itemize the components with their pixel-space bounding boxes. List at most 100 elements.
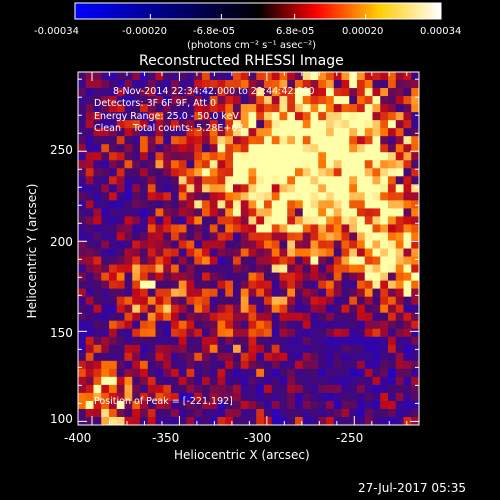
heatmap-cell xyxy=(85,136,95,145)
heatmap-cell xyxy=(388,384,397,394)
heatmap-cell xyxy=(388,408,397,418)
heatmap-cell xyxy=(295,264,304,274)
heatmap-cell xyxy=(318,376,327,386)
heatmap-cell xyxy=(209,192,219,201)
heatmap-cell xyxy=(271,344,281,354)
heatmap-cell xyxy=(364,224,374,234)
heatmap-cell xyxy=(233,320,242,330)
heatmap-cell xyxy=(310,416,319,425)
heatmap-cell xyxy=(271,152,281,161)
heatmap-cell xyxy=(411,328,419,338)
heatmap-cell xyxy=(333,320,343,330)
heatmap-cell xyxy=(140,352,149,362)
heatmap-cell xyxy=(116,112,126,121)
heatmap-cell xyxy=(372,416,381,425)
heatmap-cell xyxy=(341,384,350,394)
heatmap-cell xyxy=(109,160,118,169)
heatmap-cell xyxy=(240,368,250,378)
heatmap-cell xyxy=(256,160,265,169)
heatmap-cell xyxy=(233,208,242,218)
heatmap-cell xyxy=(271,136,281,145)
heatmap-cell xyxy=(85,160,95,169)
heatmap-cell xyxy=(388,376,397,386)
heatmap-cell xyxy=(147,72,157,81)
heatmap-cell xyxy=(264,104,273,113)
heatmap-cell xyxy=(163,184,172,193)
heatmap-cell xyxy=(264,312,273,322)
heatmap-cell xyxy=(194,248,203,258)
heatmap-cell xyxy=(109,112,118,121)
heatmap-cell xyxy=(140,216,149,226)
heatmap-cell xyxy=(248,192,257,201)
heatmap-cell xyxy=(357,264,366,274)
heatmap-cell xyxy=(147,360,157,370)
heatmap-cell xyxy=(302,216,312,226)
heatmap-cell xyxy=(217,264,226,274)
heatmap-cell xyxy=(116,264,126,274)
heatmap-cell xyxy=(85,376,95,386)
heatmap-cell xyxy=(194,272,203,282)
heatmap-cell xyxy=(186,376,195,386)
heatmap-cell xyxy=(132,104,141,113)
heatmap-cell xyxy=(341,200,350,209)
heatmap-cell xyxy=(364,80,374,89)
heatmap-cell xyxy=(403,296,412,306)
heatmap-cell xyxy=(202,152,211,161)
heatmap-cell xyxy=(217,96,226,105)
heatmap-cell xyxy=(388,312,397,322)
heatmap-cell xyxy=(132,360,141,370)
heatmap-cell xyxy=(248,200,257,209)
heatmap-cell xyxy=(85,232,95,242)
heatmap-cell xyxy=(388,168,397,177)
heatmap-cell xyxy=(295,192,304,201)
heatmap-cell xyxy=(93,360,102,370)
heatmap-cell xyxy=(310,320,319,330)
heatmap-cell xyxy=(209,408,219,418)
heatmap-cell xyxy=(248,232,257,242)
heatmap-cell xyxy=(233,240,242,250)
heatmap-cell xyxy=(411,312,419,322)
heatmap-cell xyxy=(279,328,288,338)
heatmap-cell xyxy=(279,272,288,282)
heatmap-cell xyxy=(388,368,397,378)
heatmap-cell xyxy=(310,384,319,394)
heatmap-cell xyxy=(85,104,95,113)
heatmap-cell xyxy=(372,400,381,410)
heatmap-cell xyxy=(132,208,141,218)
heatmap-cell xyxy=(225,280,234,290)
heatmap-cell xyxy=(225,96,234,105)
heatmap-cell xyxy=(372,80,381,89)
heatmap-cell xyxy=(240,232,250,242)
heatmap-cell xyxy=(101,304,110,314)
heatmap-cell xyxy=(256,72,265,81)
heatmap-cell xyxy=(264,264,273,274)
colorbar-tick-label: -0.00034 xyxy=(34,26,79,37)
heatmap-cell xyxy=(101,328,110,338)
heatmap-cell xyxy=(163,376,172,386)
heatmap-cell xyxy=(140,208,149,218)
heatmap-cell xyxy=(209,352,219,362)
heatmap-cell xyxy=(302,224,312,234)
heatmap-cell xyxy=(364,264,374,274)
heatmap-cell xyxy=(256,368,265,378)
heatmap-cell xyxy=(93,272,102,282)
heatmap-cell xyxy=(194,96,203,105)
heatmap-cell xyxy=(78,152,87,161)
heatmap-cell xyxy=(93,320,102,330)
heatmap-cell xyxy=(186,248,195,258)
heatmap-cell xyxy=(202,168,211,177)
heatmap-cell xyxy=(163,272,172,282)
heatmap-cell xyxy=(225,312,234,322)
heatmap-cell xyxy=(411,104,419,113)
heatmap-cell xyxy=(93,256,102,266)
heatmap-cell xyxy=(202,176,211,185)
heatmap-cell xyxy=(279,296,288,306)
heatmap-cell xyxy=(349,408,358,418)
heatmap-cell xyxy=(240,216,250,226)
heatmap-cell xyxy=(310,72,319,81)
heatmap-cell xyxy=(403,392,412,402)
heatmap-cell xyxy=(209,208,219,218)
heatmap-cell xyxy=(240,144,250,153)
heatmap-cell xyxy=(264,232,273,242)
heatmap-cell xyxy=(101,400,110,410)
